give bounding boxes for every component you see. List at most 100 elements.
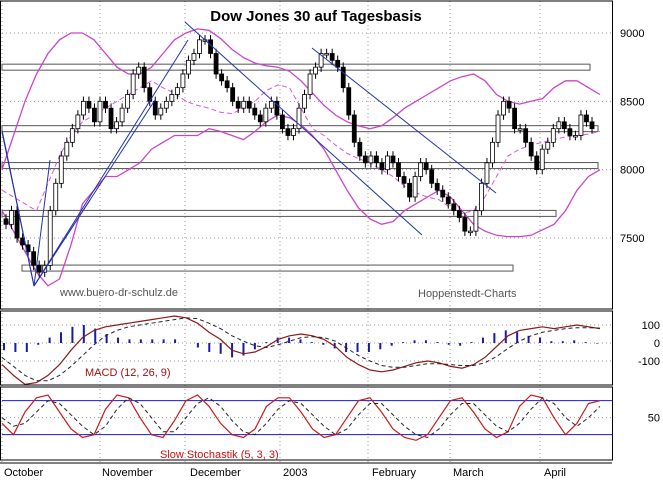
stochastic-k-line (1, 394, 601, 441)
candle-body (291, 128, 296, 136)
candle-body (412, 176, 418, 198)
candle-body (136, 66, 142, 75)
watermark-left: www.buero-dr-schulz.de (59, 287, 178, 299)
candle-body (69, 128, 75, 143)
price-tick-label: 8000 (620, 165, 644, 177)
chart-title: Dow Jones 30 auf Tagesbasis (210, 8, 421, 25)
candle-body (473, 210, 479, 232)
x-tick-label: December (190, 467, 241, 479)
candle-body (92, 107, 97, 123)
price-level-bar (1, 209, 557, 217)
price-level-bar (21, 264, 514, 272)
candle-body (495, 114, 501, 143)
candle-body (186, 59, 191, 75)
candle-body (103, 100, 108, 109)
candle-body (169, 94, 175, 102)
candle-body (517, 128, 523, 131)
candle-body (302, 94, 307, 109)
candle-body (75, 114, 81, 130)
candle-body (390, 155, 396, 164)
candle-body (246, 100, 252, 109)
downtrend-line (184, 21, 423, 236)
price-panel-frame (0, 0, 613, 310)
candle-body (335, 59, 341, 68)
candle-body (31, 251, 37, 266)
candle-body (119, 107, 125, 123)
price-tick-label: 8500 (620, 96, 644, 108)
macd-tick-label: 100 (642, 320, 660, 332)
macd-label: MACD (12, 26, 9) (85, 367, 171, 379)
candle-body (368, 155, 374, 164)
candle-body (550, 128, 556, 143)
candle-body (351, 114, 357, 143)
candle-body (462, 217, 468, 232)
candle-body (141, 66, 147, 89)
candle-body (80, 100, 86, 116)
candle-body (318, 53, 324, 68)
candle-body (14, 210, 20, 239)
candle-body (64, 141, 70, 157)
candle-body (357, 141, 363, 157)
candle-body (241, 100, 247, 109)
candle-body (9, 210, 14, 225)
candle-body (235, 100, 241, 109)
candle-body (125, 94, 131, 109)
macd-tick-label: 0 (654, 338, 660, 350)
price-candles (3, 35, 595, 277)
candle-body (3, 218, 9, 225)
candle-body (467, 230, 473, 234)
x-tick-label: 2003 (283, 467, 307, 479)
macd-panel-frame (0, 310, 613, 386)
trendlines (1, 21, 497, 287)
candle-body (429, 169, 435, 184)
candle-body (36, 264, 42, 273)
fan-trendline (33, 39, 189, 287)
candle-body (340, 66, 346, 89)
candle-body (545, 141, 551, 150)
candle-body (479, 182, 484, 212)
candle-body (423, 162, 429, 171)
candle-body (379, 162, 385, 171)
candle-body (584, 114, 589, 123)
axis-labels: 9000 8500 8000 7500 100 0 -100 50 October Novembe… (4, 28, 660, 479)
candle-body (313, 66, 318, 75)
candle-body (556, 121, 562, 130)
candle-body (407, 182, 412, 198)
x-tick-label: April (544, 467, 566, 479)
horizontal-levels (1, 63, 599, 272)
x-tick-label: October (4, 467, 43, 479)
panel-frames (0, 0, 613, 464)
candle-body (490, 141, 495, 164)
candle-body (539, 148, 545, 171)
candle-body (445, 196, 451, 205)
candle-body (573, 135, 578, 138)
candle-body (296, 107, 302, 130)
price-tick-label: 7500 (620, 233, 644, 245)
candle-body (396, 162, 401, 177)
grid-layer (1, 1, 612, 463)
candle-body (385, 155, 390, 171)
candle-body (329, 53, 335, 61)
candle-body (534, 155, 540, 171)
candle-body (456, 210, 462, 218)
candle-body (224, 80, 230, 89)
candle-body (434, 182, 440, 191)
candle-body (506, 100, 512, 109)
candle-body (346, 87, 352, 116)
candle-body (362, 155, 368, 164)
macd-line (1, 315, 601, 386)
candle-body (285, 128, 291, 136)
candle-body (213, 53, 219, 75)
bollinger-upper-line (1, 28, 601, 170)
candle-body (263, 107, 269, 123)
stochastic-label: Slow Stochastik (5, 3, 3) (160, 449, 279, 461)
candle-body (257, 114, 263, 123)
candle-body (501, 100, 506, 116)
fan-trendline (33, 99, 156, 287)
x-tick-label: February (372, 467, 417, 479)
candle-body (108, 107, 114, 130)
price-level-bar (1, 162, 599, 170)
candle-body (174, 87, 180, 95)
